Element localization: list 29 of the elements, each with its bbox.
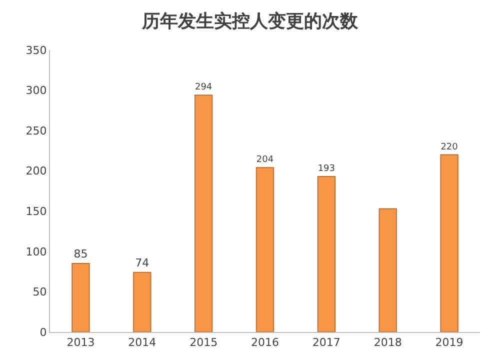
chart-title: 历年发生实控人变更的次数 (141, 11, 359, 32)
y-tick-label: 350 (26, 44, 47, 57)
bar (317, 176, 336, 332)
bar (194, 94, 213, 332)
bar (256, 167, 274, 332)
bar (72, 263, 90, 332)
bar (378, 208, 397, 332)
y-tick-label: 300 (26, 84, 47, 98)
bar (133, 272, 152, 332)
y-tick-label: 100 (26, 245, 47, 258)
y-tick-label: 50 (32, 286, 47, 299)
x-tick-label: 2019 (435, 336, 464, 350)
y-tick-label: 0 (40, 326, 47, 339)
x-tick-label: 2013 (66, 336, 95, 350)
x-tick-label: 2015 (190, 336, 218, 350)
x-tick-label: 2018 (374, 336, 402, 350)
y-tick-label: 200 (26, 164, 47, 178)
y-tick-label: 250 (26, 124, 47, 138)
data-label: 74 (135, 256, 150, 270)
y-tick-label: 150 (26, 204, 47, 218)
x-tick-label: 2017 (312, 336, 340, 350)
x-tick-label: 2014 (128, 336, 156, 350)
data-label: 294 (194, 82, 212, 93)
data-label: 193 (318, 164, 336, 174)
bar (440, 154, 458, 332)
data-label: 85 (74, 248, 88, 261)
data-label: 220 (440, 142, 458, 152)
data-label: 204 (256, 155, 274, 166)
x-tick-label: 2016 (251, 336, 279, 350)
